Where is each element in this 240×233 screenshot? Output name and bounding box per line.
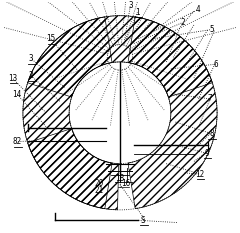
Text: 6: 6 xyxy=(214,60,218,69)
Text: 1: 1 xyxy=(135,8,140,17)
Text: 2: 2 xyxy=(180,18,185,27)
Text: 20: 20 xyxy=(95,179,104,188)
Text: 15: 15 xyxy=(46,34,55,43)
Text: 7: 7 xyxy=(208,94,212,103)
Text: 16: 16 xyxy=(121,179,130,188)
Text: 3: 3 xyxy=(128,1,133,10)
Text: 82: 82 xyxy=(12,137,22,146)
Text: 12: 12 xyxy=(195,170,204,178)
Text: 5: 5 xyxy=(209,25,214,34)
Text: 8: 8 xyxy=(209,129,214,138)
Text: S: S xyxy=(141,216,145,225)
Text: 13: 13 xyxy=(8,74,17,83)
Text: 4: 4 xyxy=(195,5,200,14)
Text: 2: 2 xyxy=(29,71,33,80)
Text: 9: 9 xyxy=(204,149,209,158)
Text: 3: 3 xyxy=(29,54,33,63)
Text: 14: 14 xyxy=(12,90,22,99)
Text: 21: 21 xyxy=(95,186,104,195)
Text: 18: 18 xyxy=(115,174,125,183)
